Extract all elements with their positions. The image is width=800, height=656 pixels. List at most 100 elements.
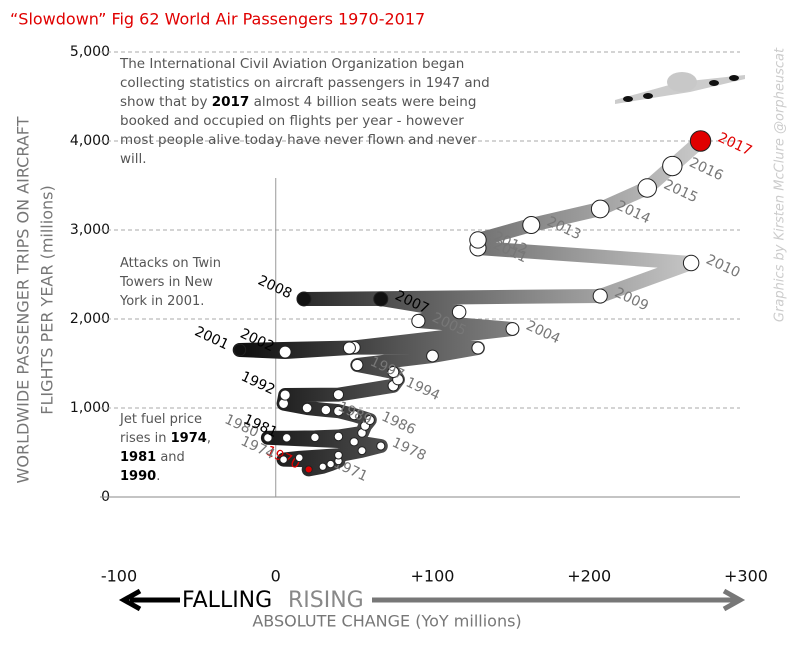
y-tick-label: 3,000 [70,222,110,238]
annotation-text: . [156,469,160,484]
point [373,291,389,307]
annotation: 1981 and [120,450,185,465]
point [637,178,657,198]
annotation-text: almost 4 billion seats were being [249,94,476,110]
annotation-text: and [156,450,185,465]
point [279,389,291,401]
year-label: 1978 [389,435,428,465]
point [326,459,335,469]
point [522,216,541,235]
point [301,402,313,414]
point [310,432,320,443]
annotation-text: booked and occupied on flights per year … [120,113,464,129]
point [279,455,288,464]
point [351,358,364,372]
point [682,254,700,272]
point [376,441,386,451]
annotation-text: 1981 [120,450,156,465]
year-label: 2015 [661,177,700,207]
annotation: Jet fuel price [119,412,202,427]
point [334,450,343,460]
point [282,433,292,443]
annotation: Towers in New [119,275,213,290]
point [387,366,400,379]
year-label: 2008 [255,273,294,303]
y-axis-title: FLIGHTS PER YEAR (millions) [38,185,57,414]
point [451,304,467,320]
x-tick-label: +200 [567,567,611,586]
point [320,404,332,416]
year-label: 2016 [687,155,726,185]
airplane-icon [615,72,745,104]
x-tick-label: 0 [271,567,281,586]
year-label: 2010 [703,252,742,282]
point [342,341,356,355]
year-label: 2001 [192,324,231,354]
annotation-text: 1974 [171,431,207,446]
point [318,462,327,471]
point [471,341,485,355]
annotation: collecting statistics on aircraft passen… [120,75,490,91]
rising-label: RISING [288,588,364,613]
point [348,409,360,421]
year-label: 2017 [715,130,754,160]
point [296,291,312,307]
point [233,343,247,357]
year-label: 2004 [523,318,562,348]
annotation: will. [120,151,147,167]
year-label: 1986 [379,409,418,439]
year-label: 1989 [335,399,374,429]
point [332,389,345,401]
x-axis-title: ABSOLUTE CHANGE (YoY millions) [252,612,521,631]
point [469,231,487,249]
point [505,322,520,336]
annotation-text: York in 2001. [119,294,204,309]
annotation-text: most people alive today have never flown… [120,132,477,148]
annotation: The International Civil Aviation Organiz… [119,56,464,72]
point [333,431,344,442]
annotation: show that by 2017 almost 4 billion seats… [120,94,476,110]
point [294,453,304,463]
point [662,155,683,177]
annotation-text: show that by [120,94,212,110]
x-tick-label: +300 [724,567,768,586]
point [278,345,292,359]
point [590,199,610,219]
annotation-text: 1990 [120,469,156,484]
point [592,288,608,304]
point [411,313,426,329]
credit: Graphics by Kirsten McClure @orpheuscat [773,47,788,322]
point [304,465,313,474]
x-tick-label: -100 [101,567,137,586]
point [333,405,344,417]
year-label: 1994 [403,374,442,404]
annotation: rises in 1974, [120,431,211,446]
annotation-text: The International Civil Aviation Organiz… [119,56,464,72]
annotation-text: will. [120,151,147,167]
y-tick-label: 1,000 [70,400,110,416]
annotation: Attacks on Twin [120,256,221,271]
annotation-text: rises in [120,431,171,446]
annotation: 1990. [120,469,160,484]
y-tick-label: 5,000 [70,44,110,60]
point [689,130,712,152]
annotation-text: collecting statistics on aircraft passen… [120,75,490,91]
annotation-text: Towers in New [119,275,213,290]
rising-arrow [372,588,746,612]
annotation: York in 2001. [119,294,204,309]
point [263,433,273,443]
y-tick-label: 2,000 [70,311,110,327]
point [357,446,367,456]
x-tick-label: +100 [411,567,455,586]
annotation-text: 2017 [212,94,250,110]
annotation: booked and occupied on flights per year … [120,113,464,129]
falling-arrow [118,588,180,612]
y-tick-label: 4,000 [70,133,110,149]
falling-label: FALLING [182,588,272,613]
annotation-text: Attacks on Twin [120,256,221,271]
annotation-text: Jet fuel price [119,412,202,427]
annotation: most people alive today have never flown… [120,132,477,148]
y-axis-title: WORLDWIDE PASSENGER TRIPS ON AIRCRAFT [14,116,33,483]
annotation-text: , [207,431,211,446]
chart-title: “Slowdown” Fig 62 World Air Passengers 1… [10,10,425,29]
